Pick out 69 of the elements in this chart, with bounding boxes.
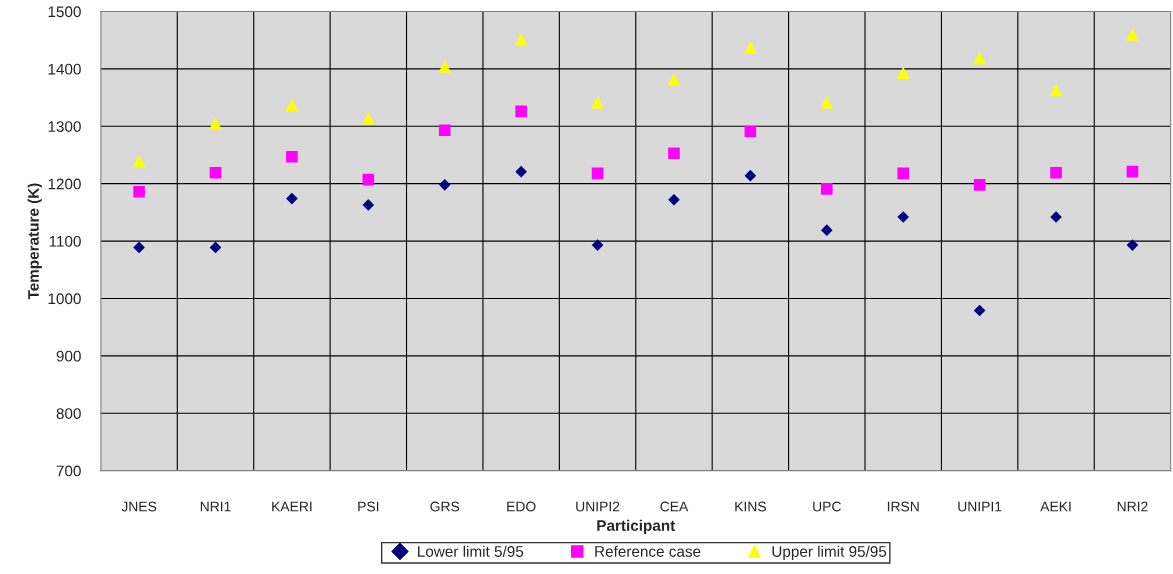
point [209,117,222,130]
point [515,105,527,118]
point [897,66,910,80]
point [286,150,298,163]
legend-label: Reference case [595,545,701,557]
point [591,95,604,109]
point [514,33,528,46]
point [286,192,298,205]
legend-label: Upper limit 95/95 [772,545,887,560]
point [1126,239,1139,251]
x-tick-label: EDO [507,501,536,512]
y-tick-label: 1000 [48,293,81,305]
y-tick-label: 1300 [48,121,81,132]
x-tick-label: NRI2 [1117,501,1148,512]
x-tick-label: UNIPI2 [576,501,620,512]
x-tick-label: GRS [430,501,460,512]
point [133,241,145,254]
y-axis-title: Temperature (K) [27,183,42,300]
point [1126,165,1139,178]
point [362,112,375,125]
x-tick-label: JNES [121,501,157,512]
x-tick-label: AEKI [1040,501,1071,512]
point [132,155,146,168]
x-tick-label: PSI [358,501,379,512]
x-tick-label: CEA [660,501,689,512]
y-tick-label: 1500 [48,6,81,18]
legend-label: Lower limit 5/95 [418,545,524,557]
point [668,147,680,160]
point [973,51,986,65]
y-tick-label: 700 [56,465,81,477]
point [133,185,145,198]
point [897,211,910,223]
x-tick-label: KAERI [272,501,312,512]
point [209,166,222,179]
y-tick-label: 1100 [49,235,81,247]
y-tick-label: 800 [56,408,81,419]
point [1050,166,1062,179]
y-tick-label: 1200 [48,178,81,190]
point [438,124,451,137]
point [285,98,299,112]
point [362,199,375,211]
point [973,304,986,317]
point [1126,28,1139,41]
point [973,179,986,191]
point [744,41,757,54]
y-tick-label: 1400 [48,63,81,75]
x-tick-label: NRI1 [200,501,231,512]
point [744,125,757,138]
point [897,167,910,180]
point [668,193,680,206]
point [820,95,834,109]
point [362,173,375,186]
x-tick-label: UPC [813,501,841,512]
x-tick-label: UNIPI1 [958,501,1002,512]
point [667,73,681,86]
x-axis-title: Participant [597,519,676,534]
point [591,239,604,251]
x-tick-label: KINS [735,501,766,512]
x-tick-label: IRSN [887,501,919,512]
point [438,179,451,191]
point [820,183,833,195]
point [820,224,833,236]
point [591,167,604,180]
point [744,169,757,182]
y-tick-label: 900 [56,350,81,362]
point [1049,83,1063,97]
point [438,60,451,73]
point [209,241,222,254]
point [515,165,527,178]
